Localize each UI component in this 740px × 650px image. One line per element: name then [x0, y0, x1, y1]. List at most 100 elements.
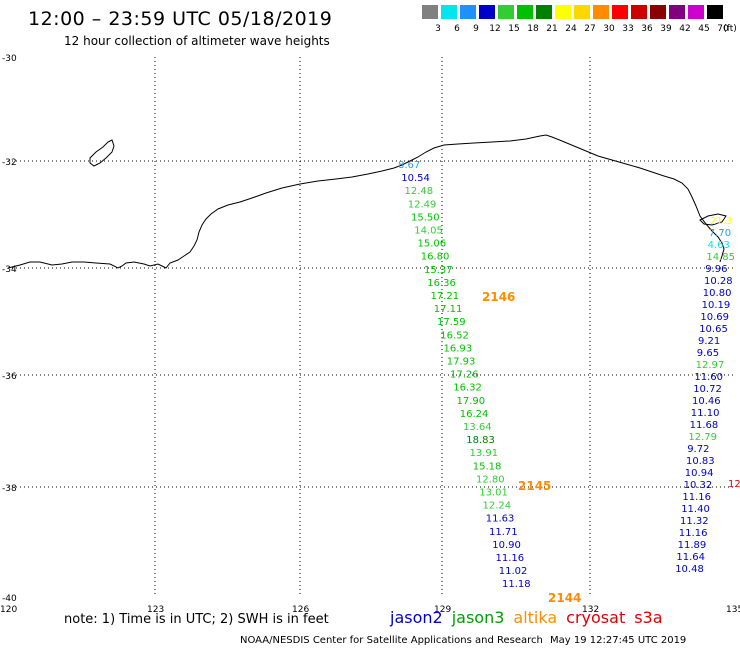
footnote: note: 1) Time is in UTC; 2) SWH is in fe…: [64, 612, 329, 627]
wave-height-value: 11.40: [681, 504, 710, 515]
wave-height-value: 12.80: [476, 474, 505, 485]
wave-height-value: 14.85: [706, 252, 735, 263]
altimeter-track-east: 21.37.704.6314.859.9610.2810.8010.1910.6…: [675, 216, 740, 575]
wave-height-value: 17.59: [437, 317, 466, 328]
legend-swatch: [707, 5, 723, 19]
wave-height-value: 10.28: [704, 276, 733, 287]
wave-height-value: 11.16: [496, 553, 525, 564]
pass-number-label: 2146: [482, 290, 515, 304]
legend-label: 30: [603, 24, 615, 34]
legend-label: 18: [527, 24, 539, 34]
legend-swatch: [517, 5, 533, 19]
wave-height-value: 12.97: [696, 360, 725, 371]
wave-height-value: 16.80: [421, 252, 450, 263]
wave-height-value: 16.36: [427, 278, 456, 289]
legend-swatch: [460, 5, 476, 19]
wave-height-value: 7.70: [709, 228, 731, 239]
latitude-label: -30: [2, 54, 17, 64]
wave-height-value: 9.96: [705, 264, 727, 275]
legend-swatch: [593, 5, 609, 19]
legend-label: 70: [717, 24, 729, 34]
wave-height-value: 14.05: [414, 226, 443, 237]
wave-height-value: 17.93: [447, 357, 476, 368]
latitude-label: -40: [2, 594, 17, 604]
longitude-label: 123: [147, 605, 164, 615]
wave-height-value: 12.24: [483, 501, 512, 512]
legend-label: 33: [622, 24, 634, 34]
wave-height-value: 10.90: [492, 540, 521, 551]
legend-swatch: [441, 5, 457, 19]
satellite-name: jason2: [390, 608, 443, 627]
island: [89, 139, 115, 167]
wave-height-value: 11.16: [679, 528, 708, 539]
longitude-label: 126: [292, 605, 309, 615]
legend-label: 12: [489, 24, 501, 34]
legend-swatch: [479, 5, 495, 19]
legend-label: 36: [641, 24, 653, 34]
legend-swatch: [555, 5, 571, 19]
wave-height-value: 10.72: [693, 384, 722, 395]
legend-swatch: [669, 5, 685, 19]
wave-height-value: 16.24: [460, 409, 489, 420]
satellite-legend: jason2 jason3 altika cryosat s3a: [390, 608, 672, 627]
latitude-label: -36: [2, 372, 17, 382]
wave-height-value: 16.93: [444, 343, 473, 354]
legend-swatch: [631, 5, 647, 19]
wave-height-value: 17.26: [450, 370, 479, 381]
longitude-label: 129: [434, 605, 451, 615]
wave-height-value: 16.52: [440, 330, 469, 341]
wave-height-value: 17.90: [457, 396, 486, 407]
wave-height-value: 11.68: [690, 420, 719, 431]
island: [699, 213, 727, 226]
wave-height-value: 10.46: [692, 396, 721, 407]
wave-height-value: 11.02: [499, 566, 528, 577]
wave-height-value: 12: [728, 479, 740, 490]
wave-height-value: 21.3: [710, 216, 732, 227]
satellite-name: jason3: [451, 608, 505, 627]
pass-labels: 2146 2145 2144: [482, 290, 581, 605]
wave-height-value: 11.60: [694, 372, 723, 383]
legend-label: 15: [508, 24, 520, 34]
pass-number-label: 2144: [548, 591, 581, 605]
wave-height-value: 11.16: [682, 492, 711, 503]
wave-height-value: 10.83: [686, 456, 715, 467]
wave-height-value: 18.83: [466, 435, 495, 446]
satellite-name: cryosat: [566, 608, 626, 627]
wave-height-value: 13.91: [470, 448, 499, 459]
wave-height-value: 17.11: [434, 304, 463, 315]
longitude-label: 120: [0, 605, 17, 615]
wave-height-value: 11.10: [691, 408, 720, 419]
wave-height-value: 10.94: [685, 468, 714, 479]
wave-height-value: 13.01: [479, 488, 508, 499]
wave-height-value: 11.32: [680, 516, 709, 527]
map-title: 12:00 – 23:59 UTC 05/18/2019: [28, 8, 333, 30]
wave-height-value: 10.65: [699, 324, 728, 335]
legend-unit: (ft): [723, 24, 737, 34]
legend-swatch: [612, 5, 628, 19]
wave-height-value: 10.69: [700, 312, 729, 323]
wave-height-value: 10.48: [675, 564, 704, 575]
wave-height-value: 17.21: [431, 291, 460, 302]
pass-number-label: 2145: [518, 479, 551, 493]
legend-label: 39: [660, 24, 672, 34]
legend-swatch: [536, 5, 552, 19]
longitude-label: 135: [726, 605, 740, 615]
legend-swatch: [498, 5, 514, 19]
wave-height-value: 10.80: [703, 288, 732, 299]
wave-height-value: 15.06: [418, 239, 447, 250]
wave-height-value: 12.49: [408, 199, 437, 210]
wave-height-value: 11.71: [489, 527, 518, 538]
wave-height-value: 4.63: [708, 240, 730, 251]
legend-label: 27: [584, 24, 596, 34]
credit-line: NOAA/NESDIS Center for Satellite Applica…: [240, 635, 543, 646]
wave-height-value: 9.65: [697, 348, 719, 359]
timestamp: May 19 12:27:45 UTC 2019: [550, 635, 687, 646]
legend-swatch: [422, 5, 438, 19]
wave-height-value: 10.32: [684, 480, 713, 491]
wave-height-value: 9.21: [698, 336, 720, 347]
wave-height-value: 9.72: [687, 444, 709, 455]
legend-swatch: [650, 5, 666, 19]
legend-swatch: [574, 5, 590, 19]
wave-height-value: 13.64: [463, 422, 492, 433]
